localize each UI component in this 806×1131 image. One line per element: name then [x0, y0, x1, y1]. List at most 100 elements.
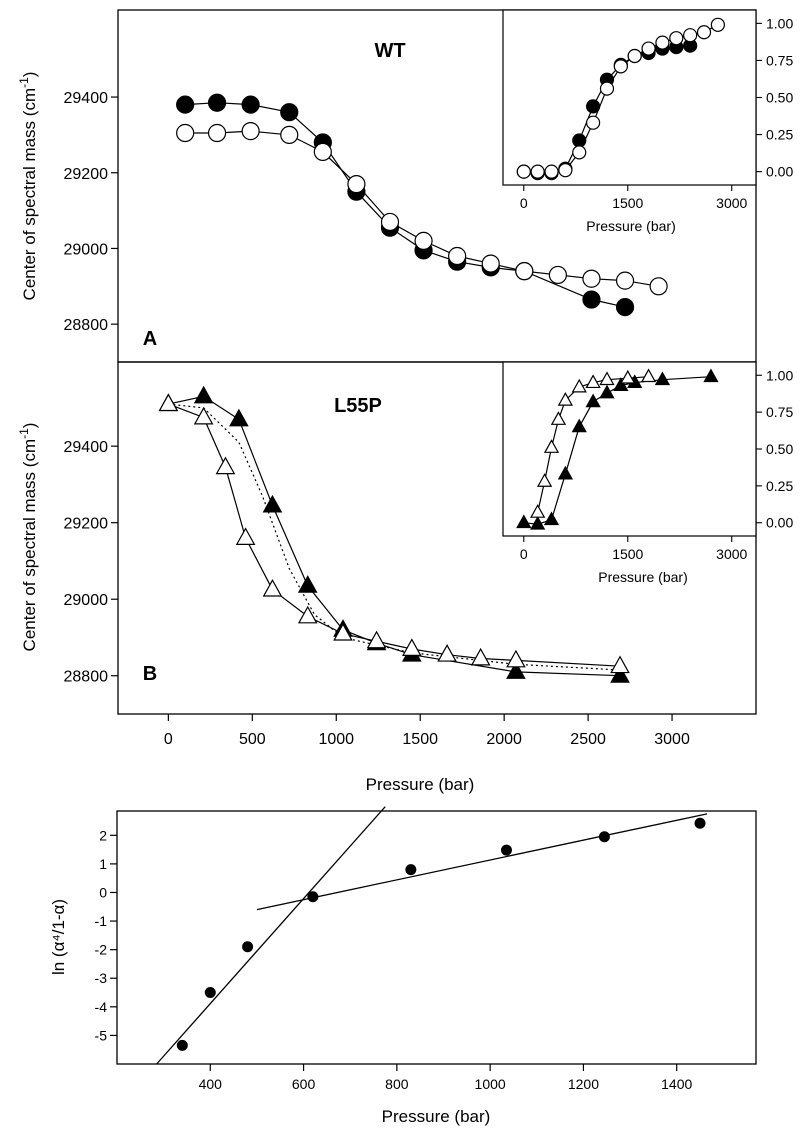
panel-a-inset-series-2-point	[641, 41, 656, 56]
panel-b-inset-series-1-point	[530, 515, 546, 530]
inset-y-tick-label: 0.75	[766, 52, 793, 68]
panel-a-inset-series-2-point	[683, 28, 698, 43]
inset-x-tick-label: 1500	[612, 546, 643, 562]
panel-a-inset-series-2-point	[544, 164, 559, 179]
panel-a-inset-series-2-point	[613, 59, 628, 74]
y-tick-label: -4	[95, 999, 108, 1015]
y-tick-label: -2	[95, 942, 108, 958]
panel-b-inset-series-1-point	[585, 393, 601, 408]
panel-b-series-1-point	[193, 385, 214, 404]
panel-b-inset-x-label: Pressure (bar)	[598, 569, 687, 585]
y-tick-label: 0	[99, 884, 107, 900]
panel-a-series-2-point	[380, 212, 400, 232]
panel-b-inset-series-1-point	[516, 514, 532, 529]
panel-b-l55p: 28800 29000 29200 29400 0 500 1000 1500 2000 250…	[17, 361, 793, 794]
panel-c-frame	[116, 810, 757, 1065]
panel-c-fit-line-1	[156, 806, 386, 1065]
panel-c-series	[156, 806, 708, 1065]
panel-c-point	[204, 987, 216, 999]
panel-a-inset-series-2-point	[627, 48, 642, 64]
inset-y-tick-label: 0.75	[766, 404, 793, 420]
panel-a-inset-series-2-point	[599, 81, 615, 96]
x-tick-label: 1000	[475, 1076, 506, 1092]
panel-b-inset-series-2-point	[620, 369, 636, 384]
panel-a-series-2-point	[241, 122, 260, 141]
inset-x-tick-label: 3000	[716, 546, 747, 562]
panel-a-inset-series-2-point	[696, 25, 712, 40]
panel-b-series-1-point	[610, 665, 630, 683]
panel-c-fit-line-2	[256, 813, 708, 911]
inset-y-tick-label: 1.00	[766, 367, 793, 383]
panel-a-series-2-point	[582, 269, 601, 288]
panel-b-inset-series-2-point	[550, 411, 567, 425]
panel-b-inset-series-2-point	[530, 504, 546, 518]
panel-a-inset-series-1-point	[572, 133, 587, 148]
panel-a-series-2-point	[347, 175, 366, 194]
x-tick-label: 800	[385, 1076, 409, 1092]
y-tick-label: -5	[95, 1027, 108, 1043]
panel-a-series-1-point	[582, 290, 601, 309]
panel-a-inset-series-1-point	[586, 99, 601, 114]
y-tick-label: 29000	[64, 592, 109, 609]
panel-b-series-2-point	[193, 406, 214, 425]
panel-b-series-1-point	[229, 408, 249, 427]
x-tick-label: 1500	[402, 731, 438, 748]
panel-b-inset-series-1-point	[571, 418, 587, 433]
inset-y-tick-label: 0.50	[766, 90, 793, 106]
panel-a-series-2-point	[649, 277, 668, 296]
panel-b-series-2-point	[610, 655, 630, 674]
panel-c-point	[500, 844, 512, 856]
panel-b-series-2-point	[262, 578, 283, 597]
panel-b-series-1-point	[506, 661, 526, 679]
panel-b-inset-series-2-point	[585, 374, 601, 389]
panel-c-point	[694, 817, 706, 829]
panel-a-inset-series-2-point	[558, 163, 573, 178]
panel-b-x-axis: 0 500 1000 1500 2000 2500 3000	[164, 714, 690, 748]
y-tick-label: 28800	[64, 317, 109, 334]
inset-y-tick-label: 0.50	[766, 441, 793, 457]
x-tick-label: 1200	[568, 1076, 599, 1092]
panel-b-inset-series-1-point	[613, 377, 629, 391]
x-tick-label: 1000	[318, 731, 354, 748]
panel-b-inset-series-1-point	[703, 368, 719, 383]
panel-a-series	[176, 93, 668, 317]
panel-b-series-1-point	[262, 494, 283, 513]
y-label-main: Center of spectral mass (cm	[20, 439, 39, 652]
panel-a-series-2-point	[176, 123, 195, 143]
panel-c-point	[405, 864, 417, 876]
y-tick-label: 2	[99, 827, 107, 843]
panel-b-series-1-point	[297, 575, 318, 593]
y-tick-label: 29200	[64, 516, 109, 533]
panel-a-inset: 0.00 0.25 0.50 0.75 1.00 0 1500 3000 Pressure (…	[502, 9, 793, 234]
y-tick-label: 29000	[64, 241, 109, 258]
panel-b-inset-series-2-point	[640, 368, 657, 383]
panel-a-y-axis: 28800 29000 29200 29400	[64, 90, 118, 334]
inset-y-tick-label: 1.00	[766, 15, 793, 31]
panel-a-inset-series-2-point	[530, 164, 545, 179]
panel-b-inset-series-2-line	[537, 376, 649, 513]
panel-a-series-2-point	[280, 125, 299, 145]
inset-y-tick-label: 0.00	[766, 164, 793, 180]
panel-c-axes: -5 -4 -3 -2 -1 0 1 2 400 600 800 1000 1200 1400	[95, 827, 693, 1092]
panel-a-inset-series-2-point	[572, 145, 587, 160]
panel-b-series-1-line	[168, 395, 621, 677]
panel-b-inset-series	[516, 368, 719, 530]
panel-a-series-2-point	[313, 142, 332, 162]
panel-b-series-2-point	[333, 622, 353, 641]
panel-a-series-2-point	[414, 231, 433, 250]
panel-a-y-label: Center of spectral mass (cm-1)	[17, 72, 39, 301]
panel-a-inset-series	[516, 17, 725, 181]
panel-b-series	[158, 385, 630, 683]
panel-b-inset-series-2-point	[536, 473, 553, 487]
panel-b-frame	[117, 361, 757, 715]
inset-x-tick-label: 0	[520, 195, 528, 211]
y-label-main: Center of spectral mass (cm	[20, 88, 39, 301]
y-label-close: )	[20, 423, 39, 429]
panel-b-series-2-point	[297, 605, 318, 624]
panel-a-series-2-point	[448, 246, 467, 266]
panel-a-inset-x-label: Pressure (bar)	[586, 218, 675, 234]
inset-y-tick-label: 0.25	[766, 478, 793, 494]
panel-b-inset-series-2-point	[571, 378, 587, 393]
panel-b-series-2-point	[366, 630, 387, 649]
x-tick-label: 400	[199, 1076, 223, 1092]
